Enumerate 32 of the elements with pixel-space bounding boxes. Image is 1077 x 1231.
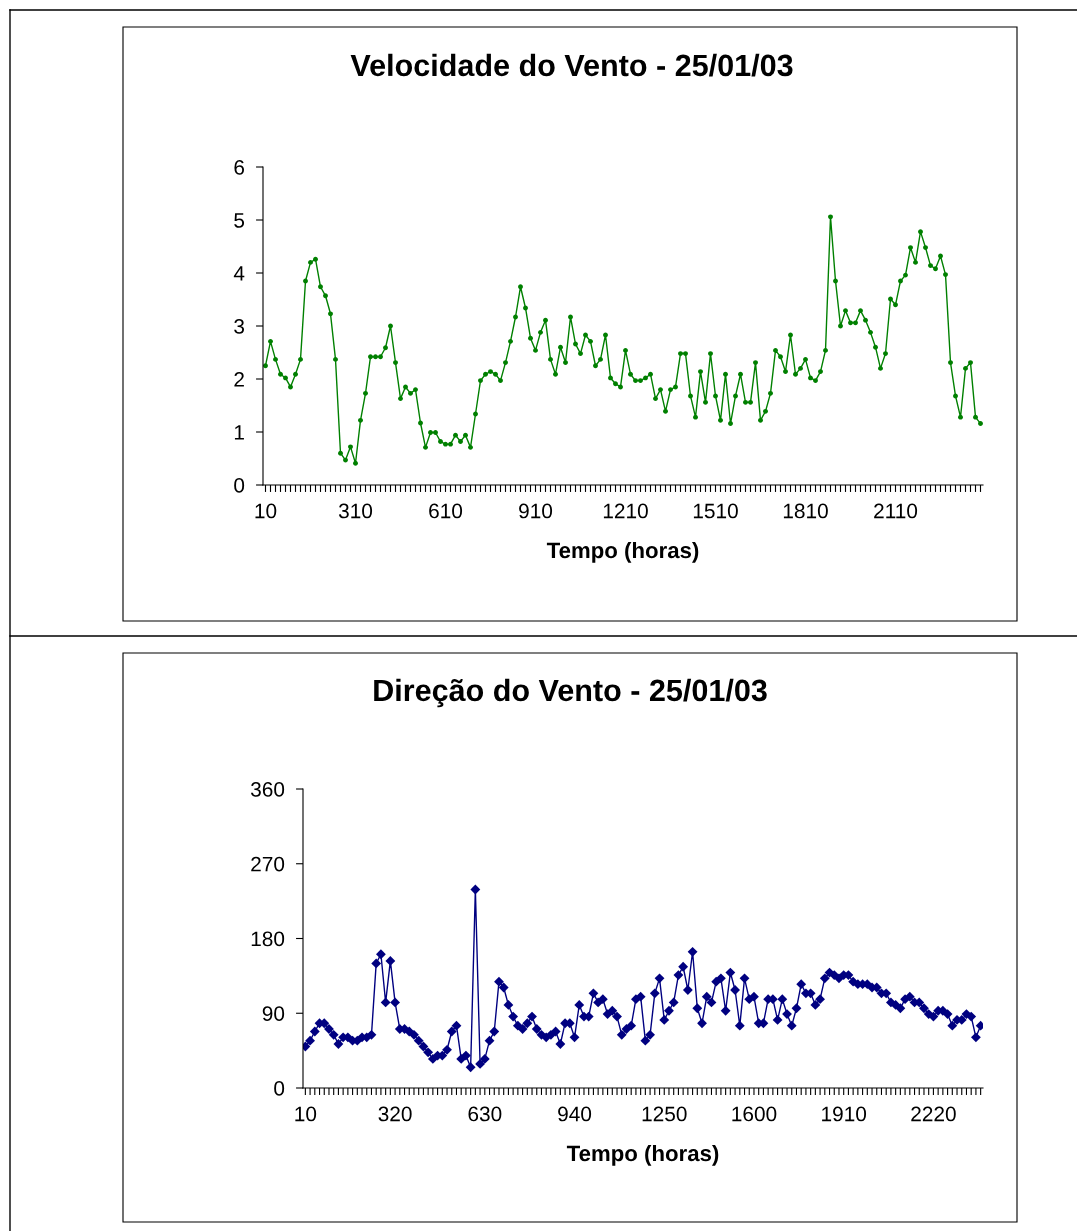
- x-tick-label: 610: [429, 503, 463, 519]
- y-tick-label: 360: [250, 782, 285, 797]
- x-tick-label: 630: [468, 1106, 502, 1122]
- y-tick-label: 180: [251, 931, 285, 947]
- x-tick-label: 1600: [732, 1106, 777, 1122]
- y-tick-label: 2: [234, 372, 244, 387]
- y-tick-label: 1: [234, 425, 244, 440]
- x-axis-title: Tempo (horas): [546, 541, 699, 563]
- y-tick-label: 5: [234, 213, 245, 228]
- x-tick-label: 10: [255, 503, 277, 519]
- y-tick-label: 270: [251, 856, 285, 872]
- x-tick-label: 320: [378, 1106, 412, 1122]
- y-tick-label: 0: [274, 1081, 285, 1096]
- x-tick-label: 1810: [783, 503, 828, 519]
- y-tick-label: 90: [262, 1006, 285, 1021]
- x-tick-label: 1510: [693, 503, 738, 519]
- x-tick-label: 2110: [874, 503, 918, 519]
- chart-title: Direção do Vento - 25/01/03: [374, 678, 767, 708]
- x-tick-label: 2220: [911, 1106, 956, 1122]
- x-tick-label: 1210: [603, 503, 648, 519]
- chart-title: Velocidade do Vento - 25/01/03: [350, 53, 793, 77]
- x-tick-label: 1910: [822, 1106, 867, 1122]
- x-tick-label: 910: [519, 503, 553, 519]
- y-tick-label: 3: [234, 319, 245, 334]
- y-tick-label: 0: [234, 478, 245, 493]
- y-tick-label: 4: [233, 266, 245, 281]
- x-axis-title: Tempo (horas): [566, 1144, 719, 1166]
- x-tick-label: 310: [338, 503, 373, 519]
- y-tick-label: 6: [234, 160, 245, 175]
- x-tick-label: 10: [295, 1106, 317, 1122]
- x-tick-label: 1250: [642, 1106, 687, 1122]
- x-tick-label: 940: [558, 1106, 592, 1122]
